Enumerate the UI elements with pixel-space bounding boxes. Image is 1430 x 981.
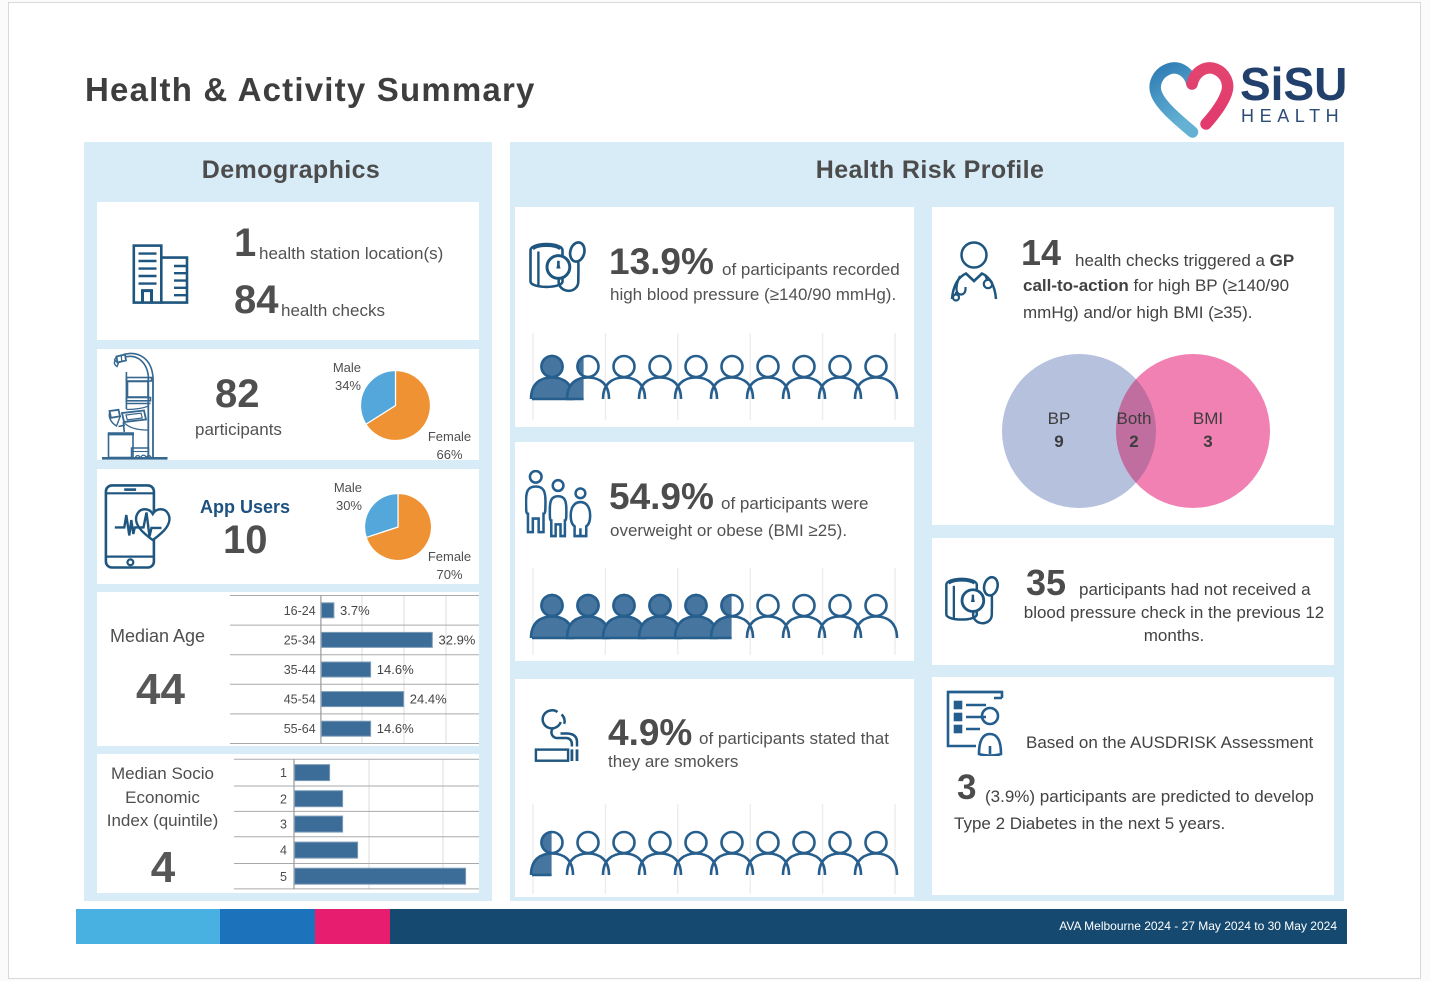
svg-text:3: 3 — [280, 818, 287, 832]
svg-text:1: 1 — [280, 766, 287, 780]
svg-text:35-44: 35-44 — [284, 663, 316, 677]
svg-text:55-64: 55-64 — [284, 722, 316, 736]
svg-text:4: 4 — [280, 844, 287, 858]
svg-text:SiSU: SiSU — [1240, 58, 1347, 110]
svg-text:3.7%: 3.7% — [340, 603, 370, 618]
svg-text:16-24: 16-24 — [284, 604, 316, 618]
svg-text:45-54: 45-54 — [284, 693, 316, 707]
svg-text:14.6%: 14.6% — [377, 721, 414, 736]
svg-text:24.4%: 24.4% — [410, 692, 447, 707]
svg-text:25-34: 25-34 — [284, 633, 316, 647]
svg-text:32.9%: 32.9% — [439, 632, 476, 647]
svg-text:14.6%: 14.6% — [377, 662, 414, 677]
svg-text:HEALTH: HEALTH — [1241, 106, 1344, 126]
svg-text:2: 2 — [280, 792, 287, 806]
svg-text:5: 5 — [280, 870, 287, 884]
